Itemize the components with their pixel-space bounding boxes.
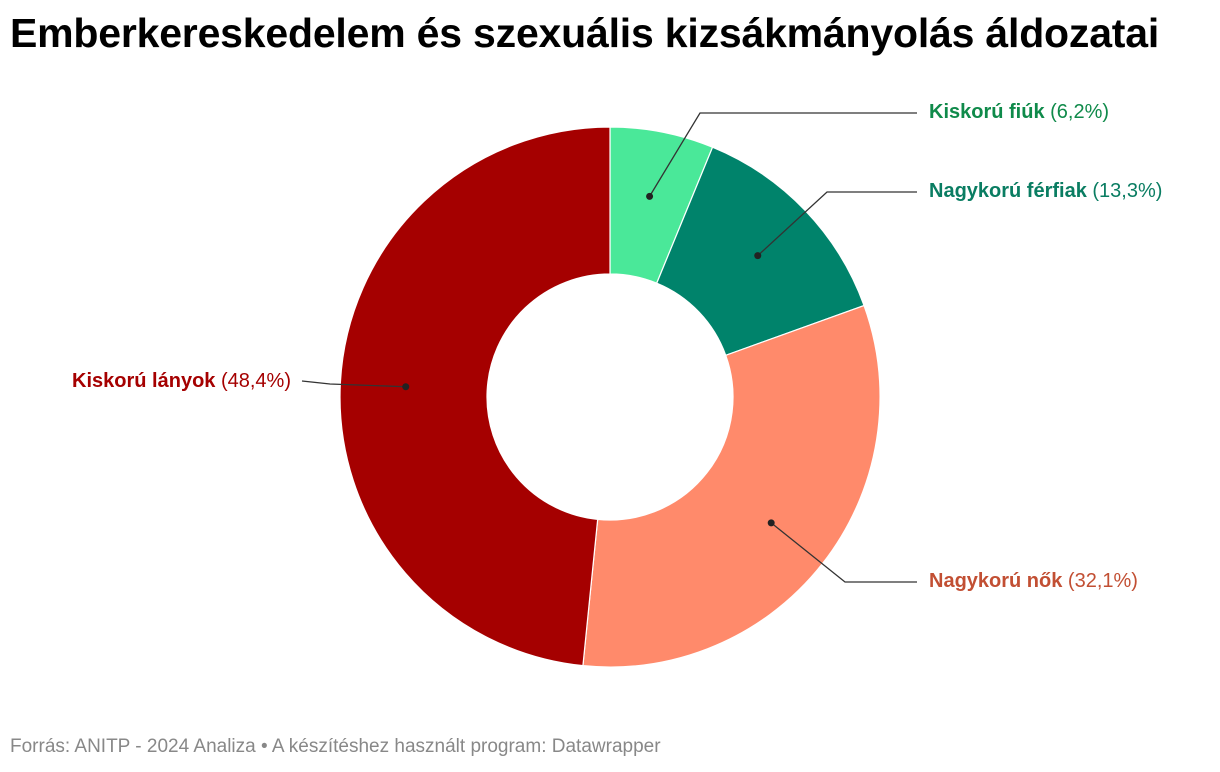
leader-line-kiskoru-fiuk <box>649 112 917 197</box>
leader-line-nagykoru-ferfiak <box>757 191 917 257</box>
source-text: ANITP - 2024 Analiza <box>74 736 256 757</box>
label-value-nagykoru-ferfiak: (13,3%) <box>1092 180 1162 202</box>
donut-slices <box>339 126 881 668</box>
tool-text: Datawrapper <box>551 736 661 757</box>
label-nagykoru-nok: Nagykorú nők (32,1%) <box>929 570 1138 592</box>
slice-nagykoru-nok <box>582 304 881 668</box>
label-name-kiskoru-fiuk: Kiskorú fiúk <box>929 101 1050 123</box>
source-prefix: Forrás: <box>10 736 75 757</box>
chart-footer: Forrás: ANITP - 2024 Analiza • A készíté… <box>10 736 661 758</box>
tool-prefix: A készítéshez használt program: <box>271 736 552 757</box>
label-value-nagykoru-nok: (32,1%) <box>1068 570 1138 592</box>
leader-dot-nagykoru-ferfiak <box>754 252 762 260</box>
label-name-nagykoru-ferfiak: Nagykorú férfiak <box>929 180 1092 202</box>
donut-labels: Kiskorú fiúk (6,2%) Nagykorú férfiak (13,… <box>72 101 1162 592</box>
label-name-nagykoru-nok: Nagykorú nők <box>929 570 1068 592</box>
footer-separator: • <box>255 736 272 757</box>
leader-line-kiskoru-lanyok <box>301 380 406 388</box>
label-nagykoru-ferfiak: Nagykorú férfiak (13,3%) <box>929 180 1162 202</box>
leader-line-nagykoru-nok <box>770 522 917 583</box>
leader-dot-kiskoru-fiuk <box>646 192 654 200</box>
label-kiskoru-fiuk: Kiskorú fiúk (6,2%) <box>929 101 1109 123</box>
slice-nagykoru-ferfiak <box>655 146 865 357</box>
chart-title: Emberkereskedelem és szexuális kizsákmán… <box>10 10 1160 56</box>
label-value-kiskoru-fiuk: (6,2%) <box>1050 101 1109 123</box>
label-value-kiskoru-lanyok: (48,4%) <box>221 370 291 392</box>
leader-dot-kiskoru-lanyok <box>402 383 410 391</box>
label-kiskoru-lanyok: Kiskorú lányok (48,4%) <box>72 370 291 392</box>
label-name-kiskoru-lanyok: Kiskorú lányok <box>72 370 221 392</box>
slice-kiskoru-lanyok <box>339 126 611 667</box>
leader-dot-nagykoru-nok <box>767 519 775 527</box>
